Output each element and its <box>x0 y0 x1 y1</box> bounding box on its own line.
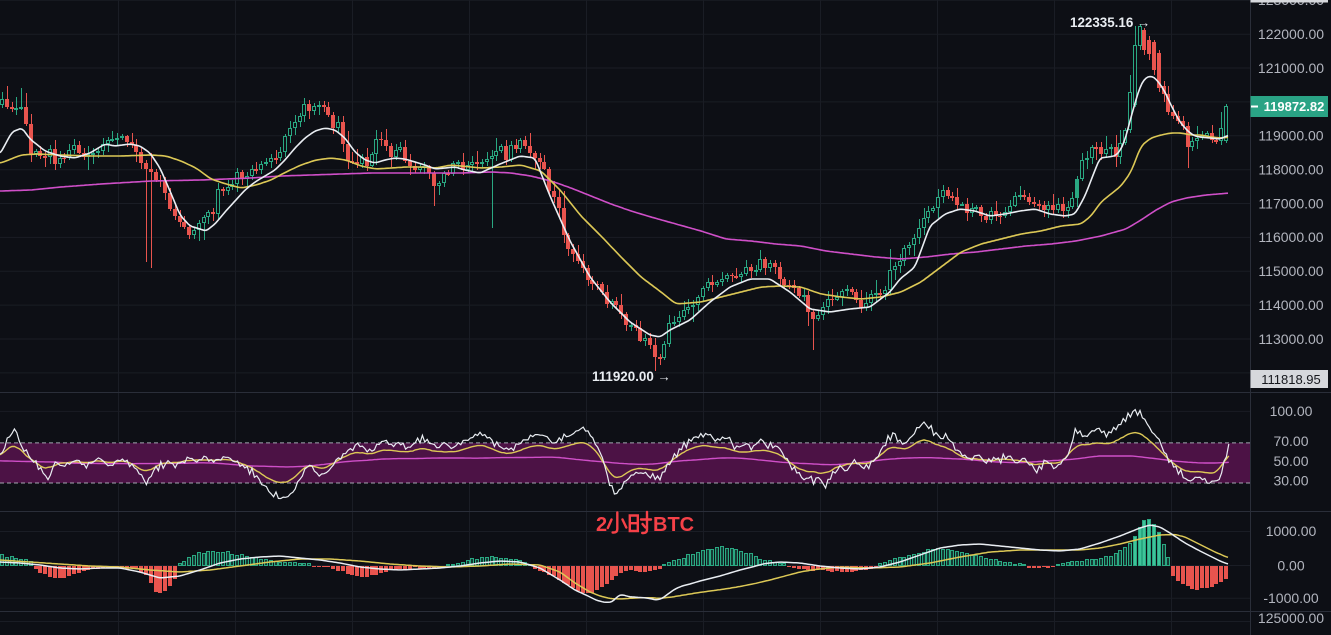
svg-text:123000.00: 123000.00 <box>1258 0 1324 8</box>
svg-text:2: 2 <box>596 514 607 536</box>
svg-text:125000.00: 125000.00 <box>1258 610 1324 626</box>
svg-text:111818.95: 111818.95 <box>1261 372 1321 387</box>
svg-text:122000.00: 122000.00 <box>1258 26 1324 42</box>
svg-text:113000.00: 113000.00 <box>1258 331 1323 347</box>
svg-text:121000.00: 121000.00 <box>1258 60 1324 76</box>
svg-text:0.00: 0.00 <box>1277 558 1304 574</box>
svg-text:111920.00 →: 111920.00 → <box>592 369 671 384</box>
svg-text:119872.82: 119872.82 <box>1264 99 1325 114</box>
svg-text:117000.00: 117000.00 <box>1258 195 1323 211</box>
svg-text:116000.00: 116000.00 <box>1258 229 1323 245</box>
svg-text:-1000.00: -1000.00 <box>1263 590 1318 606</box>
svg-text:70.00: 70.00 <box>1273 433 1308 449</box>
svg-text:114000.00: 114000.00 <box>1258 297 1323 313</box>
svg-text:50.00: 50.00 <box>1273 453 1308 469</box>
svg-text:115000.00: 115000.00 <box>1258 263 1323 279</box>
svg-text:BTC: BTC <box>653 514 694 536</box>
svg-text:122335.16 →: 122335.16 → <box>1070 15 1150 30</box>
svg-text:30.00: 30.00 <box>1273 473 1308 489</box>
svg-text:1000.00: 1000.00 <box>1266 523 1317 539</box>
svg-text:100.00: 100.00 <box>1270 403 1313 419</box>
svg-text:119000.00: 119000.00 <box>1258 128 1323 144</box>
svg-text:118000.00: 118000.00 <box>1258 162 1323 178</box>
